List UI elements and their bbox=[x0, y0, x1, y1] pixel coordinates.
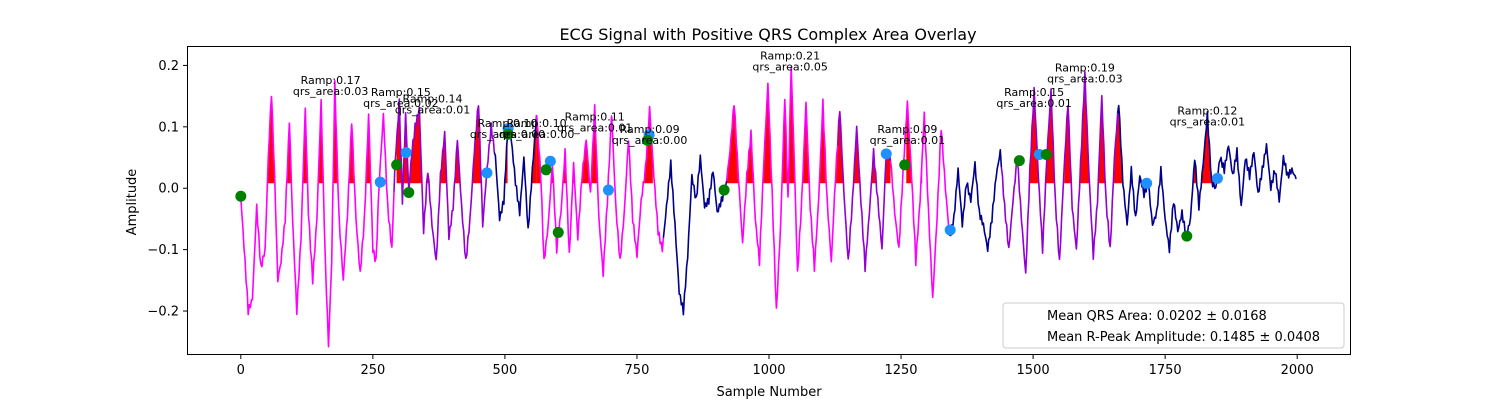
qrs-onset-marker-8 bbox=[899, 159, 911, 171]
legend-entry-r-peak: Mean R-Peak Amplitude: 0.1485 ± 0.0408 bbox=[1047, 330, 1320, 345]
qrs-onset-marker-5 bbox=[552, 226, 564, 238]
signal-segment-0 bbox=[240, 79, 395, 348]
annotation-area-1: qrs_area:0.02 bbox=[363, 97, 438, 110]
x-tick-label-2: 500 bbox=[492, 363, 517, 378]
qrs-offset-marker-5 bbox=[602, 184, 614, 196]
x-tick-label-7: 1750 bbox=[1149, 363, 1182, 378]
qrs-onset-marker-0 bbox=[235, 190, 247, 202]
x-axis: 0 250 500 750 1000 1250 1500 1750 2000 bbox=[237, 354, 1314, 378]
annotation-area-7: qrs_area:0.05 bbox=[752, 60, 827, 73]
qrs-onset-marker-9 bbox=[1013, 155, 1025, 167]
annotation-area-11: qrs_area:0.01 bbox=[1170, 116, 1245, 129]
y-tick-label-0: −0.2 bbox=[147, 305, 179, 320]
qrs-offset-marker-1 bbox=[400, 147, 412, 159]
annotation-ramp-7: Ramp:0.21 bbox=[760, 49, 820, 62]
annotation-ramp-11: Ramp:0.12 bbox=[1177, 105, 1237, 118]
qrs-offset-marker-4 bbox=[544, 155, 556, 167]
annotation-ramp-9: Ramp:0.15 bbox=[1004, 86, 1064, 99]
annotation-ramp-8: Ramp:0.09 bbox=[877, 123, 937, 136]
legend-box bbox=[1002, 302, 1345, 349]
signal-segment-5 bbox=[725, 66, 839, 309]
signal-segment-2 bbox=[493, 114, 538, 229]
qrs-offset-marker-8 bbox=[944, 224, 956, 236]
annotation-area-8: qrs_area:0.01 bbox=[870, 134, 945, 147]
x-tick-label-6: 1500 bbox=[1017, 363, 1050, 378]
signal-segment-9 bbox=[1000, 71, 1119, 274]
marker-layer bbox=[235, 123, 1223, 242]
y-tick-label-3: 0.1 bbox=[158, 120, 179, 135]
qrs-offset-marker-11 bbox=[1211, 172, 1223, 184]
legend-entry-qrs-area: Mean QRS Area: 0.0202 ± 0.0168 bbox=[1047, 309, 1267, 324]
qrs-onset-marker-10 bbox=[1040, 148, 1052, 160]
x-tick-label-1: 250 bbox=[360, 363, 385, 378]
annotation-area-9: qrs_area:0.01 bbox=[996, 97, 1071, 110]
chart-title: ECG Signal with Positive QRS Complex Are… bbox=[559, 25, 976, 44]
signal-segment-6 bbox=[836, 110, 892, 273]
qrs-area-1 bbox=[396, 99, 484, 184]
qrs-onset-marker-3 bbox=[502, 128, 514, 140]
qrs-offset-marker-2 bbox=[481, 167, 493, 179]
annotation-ramp-2: Ramp:0.14 bbox=[403, 92, 463, 105]
qrs-onset-marker-1 bbox=[391, 159, 403, 171]
annotation-area-4: qrs_area:0.00 bbox=[499, 128, 574, 141]
annotation-ramp-5: Ramp:0.11 bbox=[565, 111, 625, 124]
qrs-offset-marker-7 bbox=[880, 148, 892, 160]
qrs-offset-marker-10 bbox=[1141, 177, 1153, 189]
qrs-onset-marker-4 bbox=[540, 164, 552, 176]
y-tick-label-2: 0.0 bbox=[158, 182, 179, 197]
qrs-area-8 bbox=[1022, 87, 1065, 184]
x-tick-label-4: 1000 bbox=[752, 363, 785, 378]
qrs-area-4 bbox=[536, 104, 600, 184]
signal-segment-8 bbox=[947, 149, 1003, 253]
annotation-ramp-0: Ramp:0.17 bbox=[301, 74, 361, 87]
qrs-area-9 bbox=[1064, 71, 1150, 184]
qrs-onset-marker-6 bbox=[642, 134, 654, 146]
x-tick-label-8: 2000 bbox=[1281, 363, 1314, 378]
annotation-ramp-1: Ramp:0.15 bbox=[371, 86, 431, 99]
qrs-offset-marker-0 bbox=[374, 176, 386, 188]
y-tick-label-1: −0.1 bbox=[147, 243, 179, 258]
x-tick-label-5: 1250 bbox=[884, 363, 917, 378]
signal-segment-7 bbox=[889, 100, 950, 299]
annotation-area-2: qrs_area:0.01 bbox=[395, 103, 470, 116]
x-tick-label-3: 750 bbox=[625, 363, 650, 378]
signal-segment-4 bbox=[662, 154, 728, 316]
annotation-ramp-3: Ramp:0.10 bbox=[478, 117, 538, 130]
qrs-onset-marker-11 bbox=[1181, 230, 1193, 242]
x-axis-label: Sample Number bbox=[716, 385, 822, 400]
annotation-ramp-6: Ramp:0.09 bbox=[620, 123, 680, 136]
qrs-onset-marker-2 bbox=[403, 187, 415, 199]
annotation-area-10: qrs_area:0.03 bbox=[1047, 73, 1122, 86]
qrs-area-3 bbox=[528, 114, 537, 184]
y-axis: −0.2 −0.1 0.0 0.1 0.2 bbox=[147, 59, 188, 320]
qrs-onset-marker-7 bbox=[718, 184, 730, 196]
y-tick-label-4: 0.2 bbox=[158, 59, 179, 74]
annotation-area-6: qrs_area:0.00 bbox=[612, 134, 687, 147]
annotation-area-3: qrs_area:0.00 bbox=[470, 128, 545, 141]
signal-line-layer bbox=[240, 66, 1297, 348]
x-tick-label-0: 0 bbox=[237, 363, 245, 378]
signal-segment-1 bbox=[393, 98, 496, 261]
legend: Mean QRS Area: 0.0202 ± 0.0168 Mean R-Pe… bbox=[1002, 302, 1345, 349]
annotation-area-0: qrs_area:0.03 bbox=[293, 85, 368, 98]
annotation-area-5: qrs_area:0.01 bbox=[557, 122, 632, 135]
annotation-ramp-4: Ramp:0.10 bbox=[507, 117, 567, 130]
y-axis-label: Amplitude bbox=[125, 169, 140, 236]
annotation-ramp-10: Ramp:0.19 bbox=[1055, 62, 1115, 75]
